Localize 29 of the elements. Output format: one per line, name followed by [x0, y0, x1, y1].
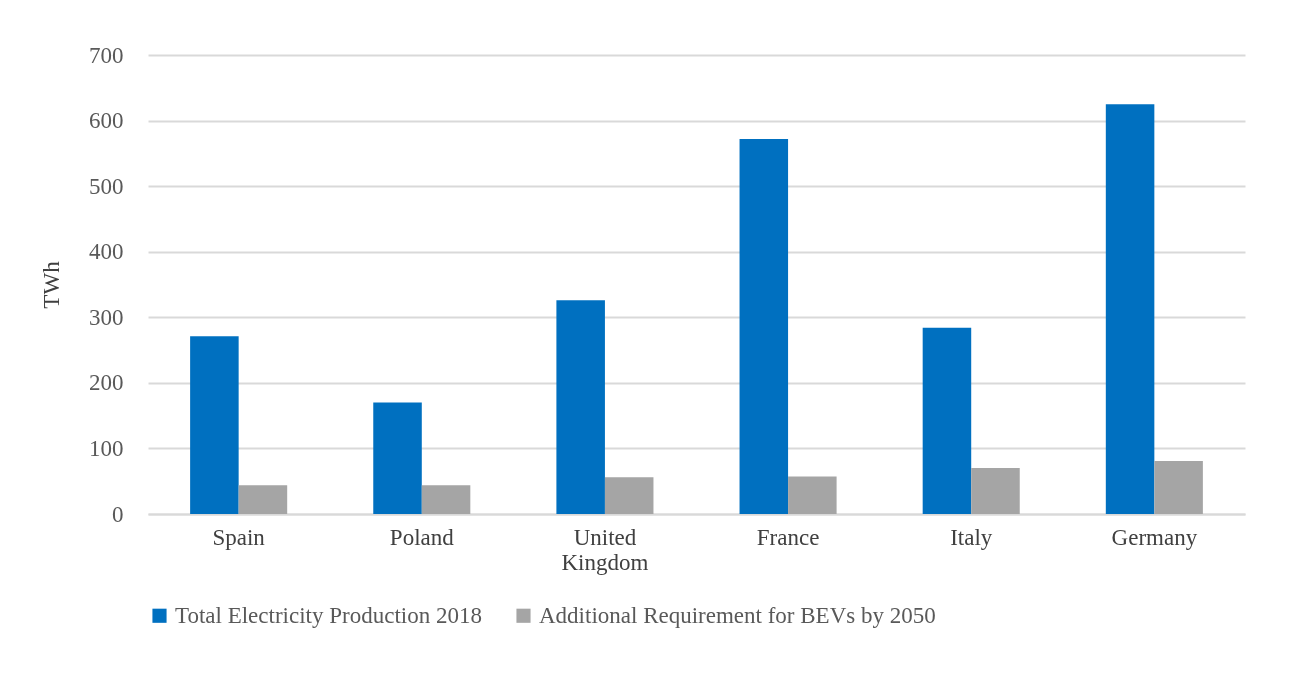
y-axis-title: TWh: [39, 260, 64, 309]
x-tick-label: Spain: [212, 524, 266, 550]
y-tick-label: 600: [89, 108, 124, 134]
bar: [788, 476, 837, 514]
bar: [971, 468, 1020, 514]
y-tick-label: 100: [89, 435, 124, 461]
bar: [190, 336, 239, 514]
bar: [373, 402, 422, 514]
legend-label: Additional Requirement for BEVs by 2050: [539, 602, 936, 628]
x-tick-label: Germany: [1111, 524, 1198, 550]
y-tick-label: 400: [89, 239, 124, 265]
y-tick-label: 200: [89, 370, 124, 396]
bar: [1105, 104, 1155, 514]
y-tick-label: 500: [89, 173, 124, 199]
x-tick-label: United Kingdom: [561, 524, 649, 575]
bar: [556, 300, 605, 514]
y-tick-label: 0: [112, 501, 124, 527]
bar: [1154, 460, 1203, 514]
bar: [238, 485, 288, 514]
x-tick-label: Poland: [389, 524, 455, 550]
x-tick-label: Italy: [950, 524, 993, 550]
bar: [421, 485, 471, 514]
bar: [604, 477, 654, 514]
legend-label: Total Electricity Production 2018: [175, 602, 482, 628]
y-tick-label: 700: [89, 42, 124, 68]
bar: [739, 138, 789, 514]
x-tick-label: France: [756, 524, 820, 550]
y-tick-label: 300: [89, 304, 124, 330]
bar: [922, 327, 972, 514]
